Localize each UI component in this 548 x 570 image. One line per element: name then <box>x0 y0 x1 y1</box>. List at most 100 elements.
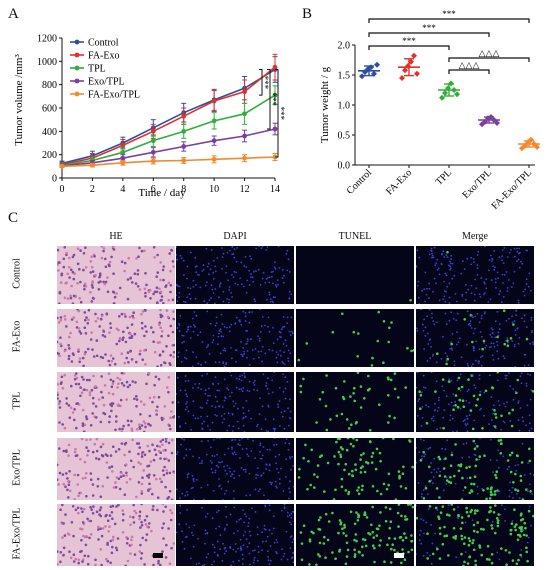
data-point <box>448 80 454 87</box>
x-tick-label: Exo/TPL <box>460 167 494 201</box>
significance-bracket <box>448 69 490 74</box>
x-tick-label: TPL <box>434 167 454 187</box>
micrograph-merge-fa-exo <box>416 309 534 367</box>
micrograph-tunel-tpl <box>296 372 414 432</box>
micrograph-merge-control <box>416 246 534 304</box>
legend-item: Exo/TPL <box>70 77 125 88</box>
legend-item: Control <box>70 38 119 49</box>
legend-item: FA-Exo <box>70 51 119 62</box>
y-tick-label: 1200 <box>37 34 57 45</box>
significance-label: *** <box>260 76 270 90</box>
data-point <box>242 133 247 139</box>
y-tick-label: 1.0 <box>338 101 351 112</box>
row-label-fa-exo: FA-Exo <box>11 320 23 353</box>
tumor-volume-line-chart: 0 200 400 600 800 1000 1200 0 2 4 6 8 10 12 14 Control… <box>13 34 286 200</box>
data-point <box>181 128 187 134</box>
data-point <box>528 136 534 143</box>
data-point <box>181 113 187 119</box>
micrograph-merge-fa-exo-tpl <box>416 504 534 566</box>
legend-item: TPL <box>70 64 106 75</box>
y-tick-label: 0.0 <box>338 161 351 172</box>
y-tick-label: 400 <box>42 127 57 138</box>
micrograph-dapi-tpl <box>176 372 294 432</box>
x-tick-label: 12 <box>240 184 250 195</box>
series-line <box>61 66 276 166</box>
micrograph-dapi-fa-exo <box>176 309 294 367</box>
group-tpl <box>438 80 460 101</box>
data-point <box>242 111 247 117</box>
data-point <box>399 75 405 81</box>
data-point <box>120 155 126 161</box>
significance-bracket <box>448 57 530 62</box>
data-point <box>374 61 380 68</box>
x-tick-label: 14 <box>270 184 280 195</box>
data-point <box>371 70 377 77</box>
y-tick-label: 800 <box>42 80 57 91</box>
series-line <box>61 128 276 167</box>
y-tick-label: 0 <box>52 174 57 185</box>
data-point <box>150 158 156 164</box>
data-point <box>90 162 95 168</box>
y-tick-label: 1000 <box>37 57 57 68</box>
data-point <box>150 128 156 134</box>
micrograph-dapi-fa-exo-tpl <box>176 504 294 566</box>
data-point <box>150 149 156 155</box>
micrograph-he-fa-exo <box>57 309 175 367</box>
group-fa-exo <box>398 52 420 81</box>
significance-bracket <box>368 32 490 37</box>
data-point <box>120 149 126 155</box>
significance-label: △△△ <box>459 60 480 70</box>
legend-label: FA-Exo/TPL <box>88 90 140 101</box>
significance-bracket <box>259 69 263 96</box>
x-tick-label: 8 <box>181 184 186 195</box>
series-line <box>61 68 276 165</box>
data-point <box>120 142 126 148</box>
data-point <box>242 155 247 161</box>
data-point <box>402 67 408 74</box>
column-title-dapi: DAPI <box>223 231 247 242</box>
group-fa-exo-tpl <box>518 136 540 152</box>
scale-bar <box>153 553 163 558</box>
significance-label: *** <box>402 36 416 46</box>
data-point <box>150 138 156 144</box>
micrograph-he-fa-exo-tpl <box>57 504 175 566</box>
data-point <box>451 87 457 93</box>
legend-marker <box>74 65 80 71</box>
significance-label: *** <box>268 93 278 107</box>
data-point <box>534 144 540 150</box>
legend-label: TPL <box>88 64 106 75</box>
significance-label: *** <box>276 107 286 121</box>
row-label-fa-exo-tpl: FA-Exo/TPL <box>11 507 23 560</box>
series-line <box>61 156 276 168</box>
micrograph-tunel-fa-exo-tpl <box>296 504 414 566</box>
data-point <box>272 64 278 70</box>
micrograph-dapi-control <box>176 246 294 304</box>
data-point <box>120 160 126 166</box>
micrograph-he-exo-tpl <box>57 438 175 500</box>
data-point <box>181 144 187 149</box>
data-point <box>242 89 247 95</box>
data-point <box>414 70 420 77</box>
legend-label: Exo/TPL <box>88 77 125 88</box>
micrograph-merge-tpl <box>416 372 534 432</box>
micrograph-he-tpl <box>57 372 175 432</box>
micrograph-tunel-fa-exo <box>296 309 414 367</box>
data-point <box>494 120 500 126</box>
column-title-he: HE <box>109 231 123 242</box>
legend-marker <box>74 52 80 58</box>
x-tick-label: 2 <box>90 184 95 195</box>
data-point <box>272 126 278 132</box>
micrograph-merge-exo-tpl <box>416 438 534 500</box>
panel-c-letter: C <box>8 210 19 226</box>
data-point <box>368 64 374 71</box>
significance-bracket <box>368 45 450 50</box>
row-label-exo-tpl: Exo/TPL <box>11 449 23 486</box>
micrograph-tunel-exo-tpl <box>296 438 414 500</box>
data-point <box>445 85 451 92</box>
y-tick-label: 2.0 <box>338 41 351 52</box>
x-tick-label: FA-Exo/TPL <box>490 167 535 210</box>
significance-label: *** <box>422 23 436 33</box>
panel-a-letter: A <box>8 6 19 22</box>
legend-label: FA-Exo <box>88 51 119 62</box>
